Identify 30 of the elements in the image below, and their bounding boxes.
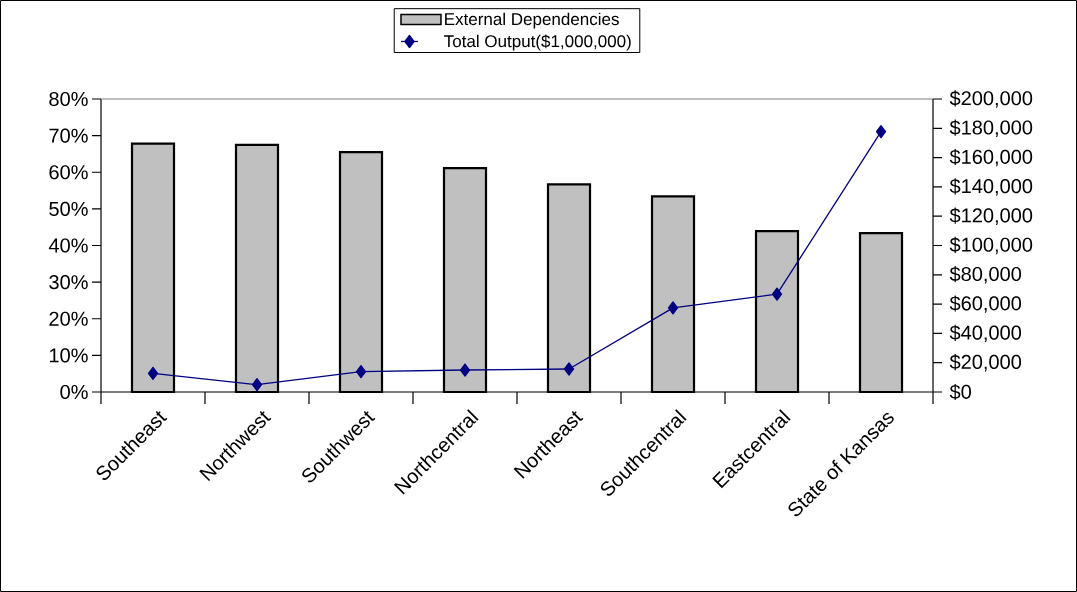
point (771, 287, 783, 301)
y2-tick-label: $200,000 (949, 90, 1033, 108)
y2-tick-label: $60,000 (949, 295, 1022, 313)
y2-tick-label: $40,000 (949, 324, 1022, 343)
point (667, 301, 679, 315)
point (251, 378, 263, 392)
y-tick-label: 0% (60, 384, 88, 400)
point (147, 366, 159, 381)
point (355, 364, 367, 379)
point (563, 362, 575, 376)
point (875, 125, 887, 139)
y-tick-label: 40% (48, 238, 88, 253)
y2-tick-label: $180,000 (949, 119, 1033, 137)
point (459, 363, 471, 377)
y-tick-label: 80% (49, 91, 88, 107)
y2-tick-label: $20,000 (949, 354, 1022, 372)
y-tick-label: 10% (49, 348, 88, 363)
y-tick-label: 60% (49, 165, 88, 180)
y2-tick-label: $80,000 (949, 266, 1022, 284)
legend-label: External Dependencies (445, 12, 619, 29)
y2-tick-label: $160,000 (949, 148, 1033, 167)
legend-label: Total Output($1,000,000) (444, 34, 631, 51)
y-tick-label: 70% (49, 128, 88, 143)
y2-tick-label: $120,000 (949, 207, 1033, 225)
y2-tick-label: $100,000 (949, 236, 1033, 255)
y2-tick-label: $0 (949, 383, 971, 401)
y-tick-label: 50% (49, 201, 88, 216)
y-tick-label: 20% (49, 311, 88, 326)
y-tick-label: 30% (49, 275, 88, 290)
y2-tick-label: $140,000 (949, 178, 1033, 196)
